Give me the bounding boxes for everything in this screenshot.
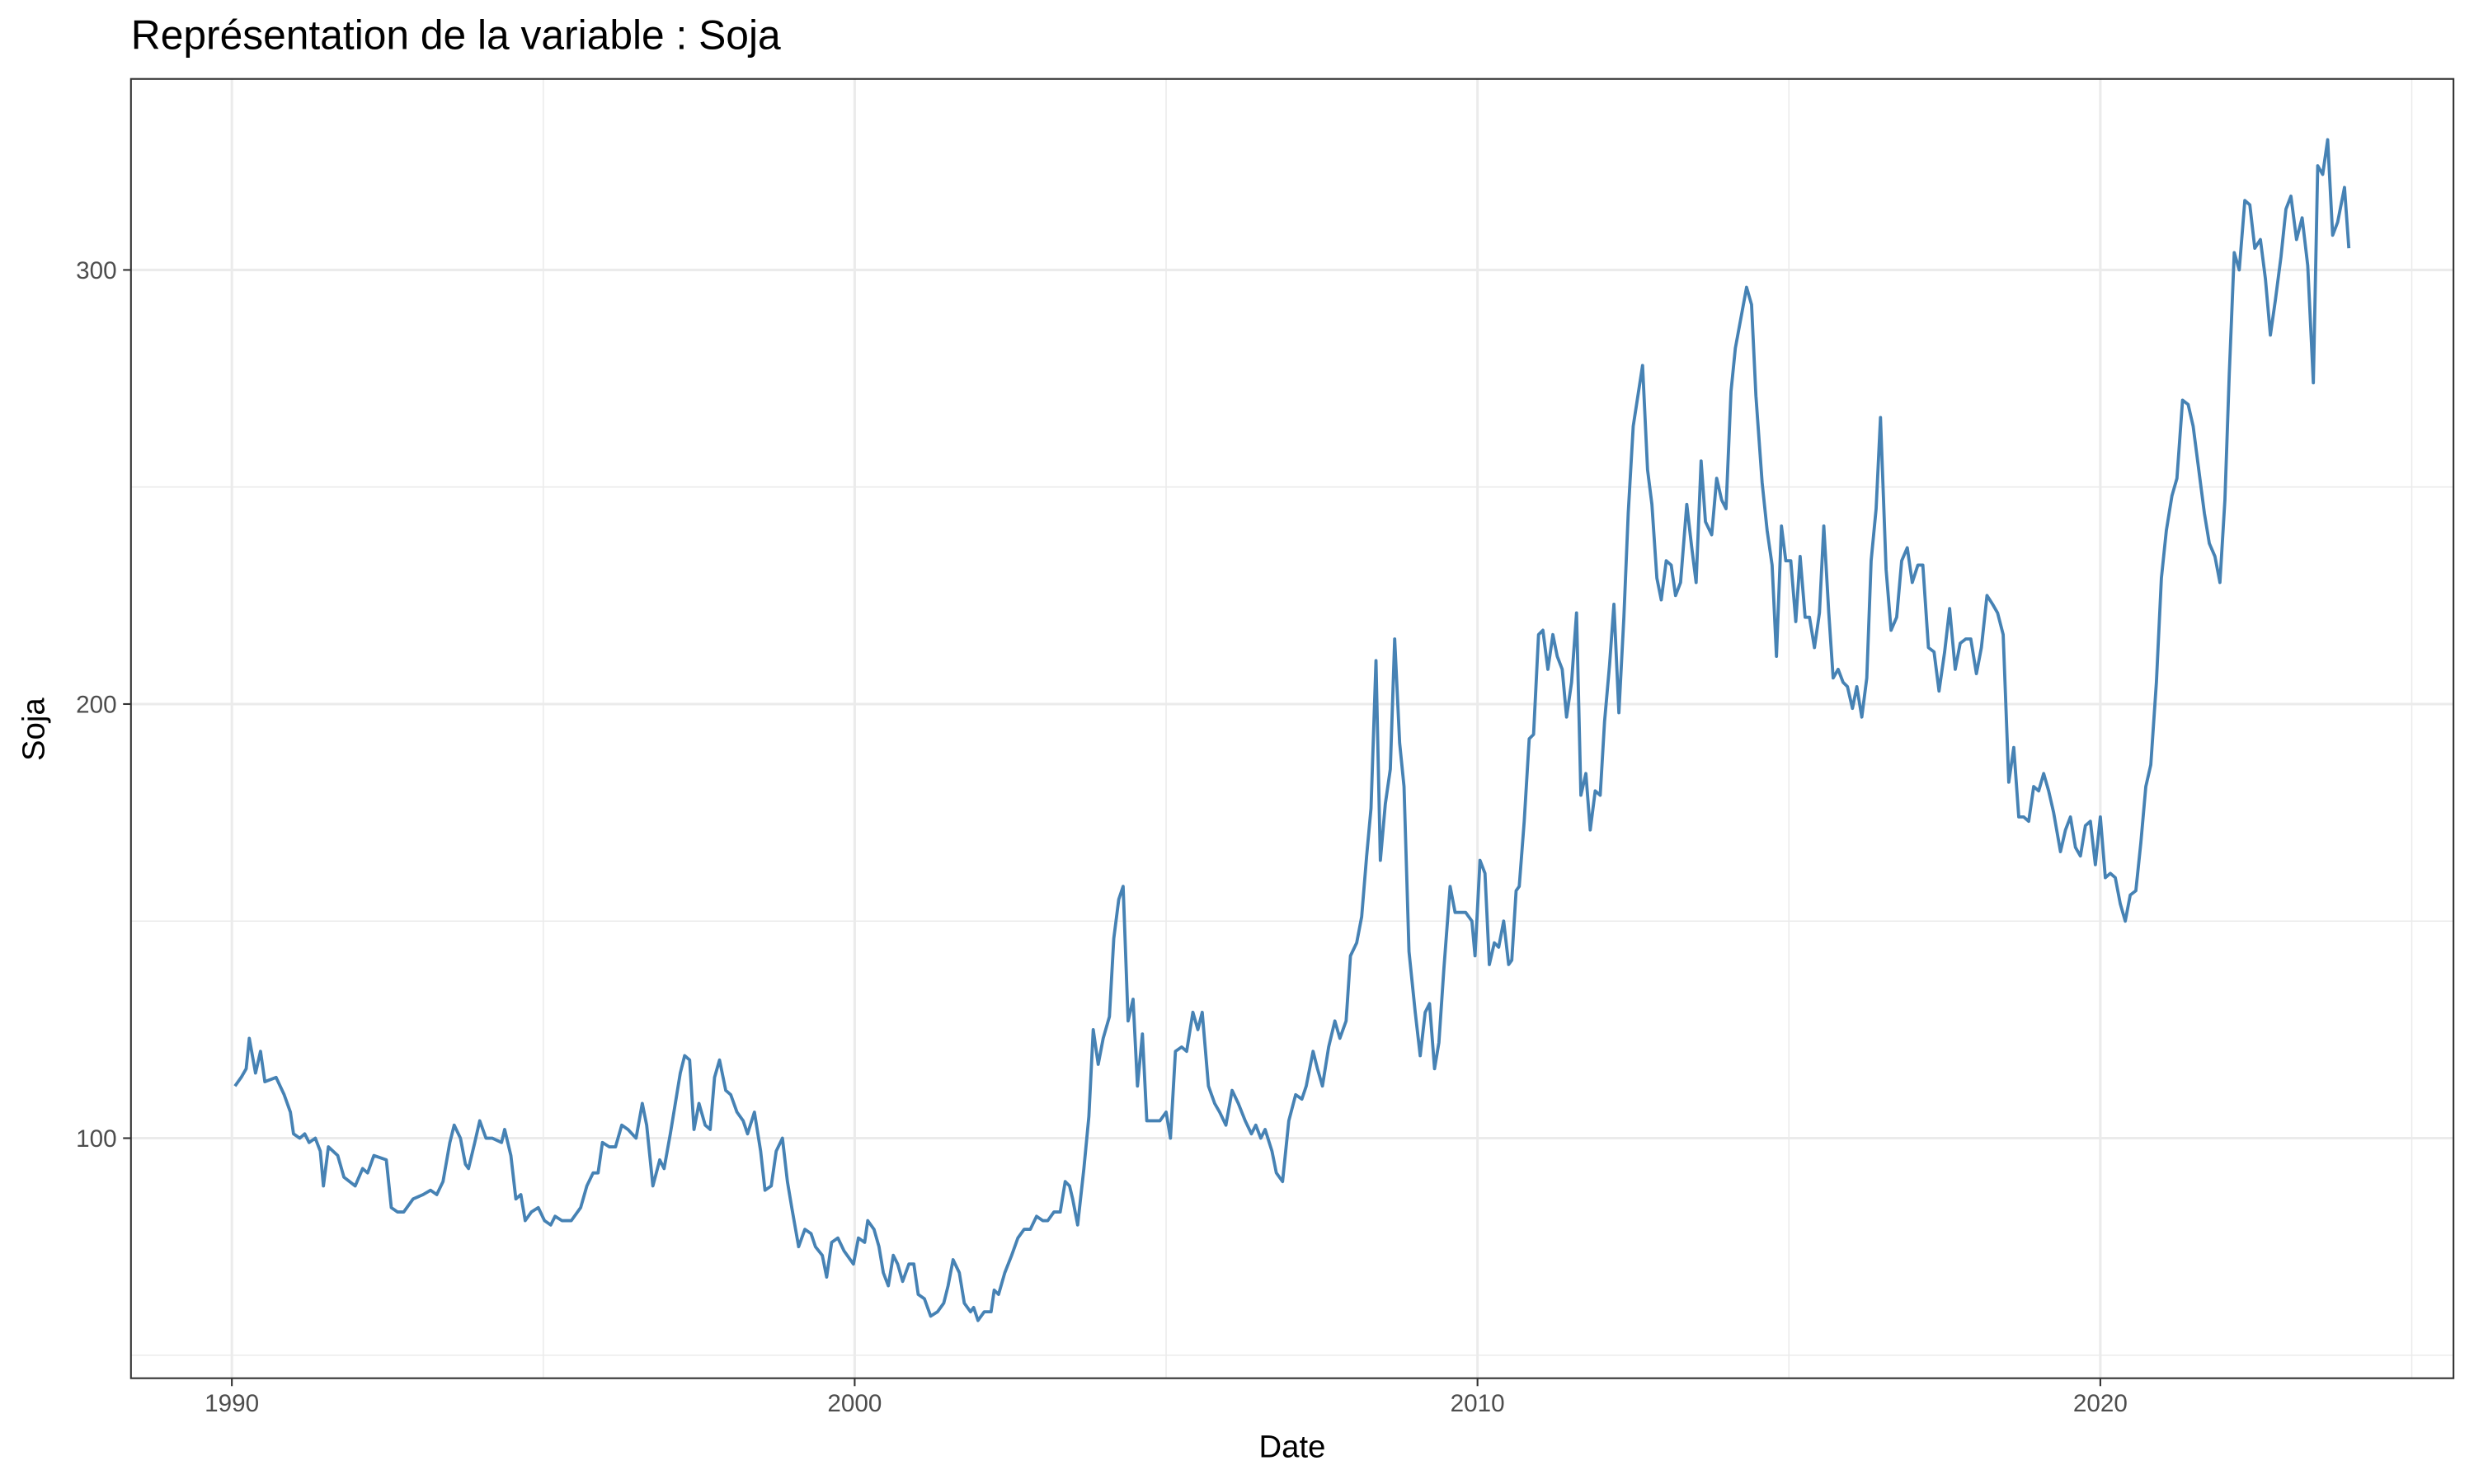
y-tick-label: 100 <box>76 1125 116 1153</box>
panel-border <box>129 77 2455 1379</box>
y-tick-label: 300 <box>76 257 116 284</box>
x-tick-label: 2020 <box>2073 1390 2128 1417</box>
x-tick-label: 1990 <box>205 1390 259 1417</box>
axes: 100 200 300 1990 2000 2010 2020 <box>76 257 2128 1417</box>
x-axis-title: Date <box>1259 1429 1326 1464</box>
chart-title: Représentation de la variable : Soja <box>131 12 781 58</box>
x-tick-label: 2000 <box>827 1390 882 1417</box>
plot-area <box>233 138 2351 1322</box>
x-tick-label: 2010 <box>1451 1390 1505 1417</box>
y-tick-label: 200 <box>76 691 116 718</box>
grid <box>130 78 2454 1378</box>
y-axis-title: Soja <box>16 697 52 761</box>
data-line <box>233 138 2351 1322</box>
